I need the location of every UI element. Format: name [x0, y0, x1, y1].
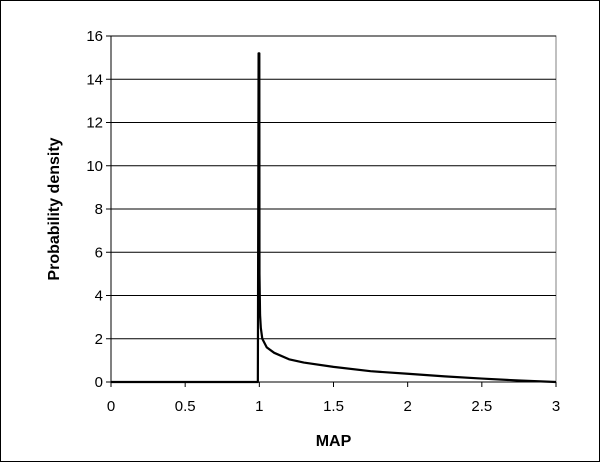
series-line-1 — [111, 52, 557, 384]
x-tick-label: 2.5 — [471, 398, 492, 415]
x-tick-label: 2 — [403, 398, 411, 415]
y-tick-label: 2 — [95, 331, 103, 348]
y-tick-label: 8 — [95, 201, 103, 218]
x-tick-label: 3 — [552, 398, 560, 415]
y-tick-label: 6 — [95, 244, 103, 261]
y-tick-label: 10 — [86, 158, 103, 175]
x-tick-label: 1 — [255, 398, 263, 415]
y-tick-label: 12 — [86, 115, 103, 132]
x-tick-label: 1.5 — [323, 398, 344, 415]
x-tick-label: 0.5 — [175, 398, 196, 415]
y-axis-ticks: 0 2 4 6 8 10 12 14 16 — [86, 28, 111, 391]
x-axis-title: MAP — [316, 433, 352, 450]
x-tick-label: 0 — [107, 398, 115, 415]
y-tick-label: 14 — [86, 71, 103, 88]
y-axis-title: Probability density — [46, 137, 63, 280]
series-group — [111, 52, 557, 384]
y-tick-label: 0 — [95, 374, 103, 391]
y-tick-label: 4 — [95, 288, 103, 305]
x-axis-ticks: 0 0.5 1 1.5 2 2.5 3 — [107, 382, 560, 415]
y-tick-label: 16 — [86, 28, 103, 45]
gridlines — [111, 35, 556, 340]
